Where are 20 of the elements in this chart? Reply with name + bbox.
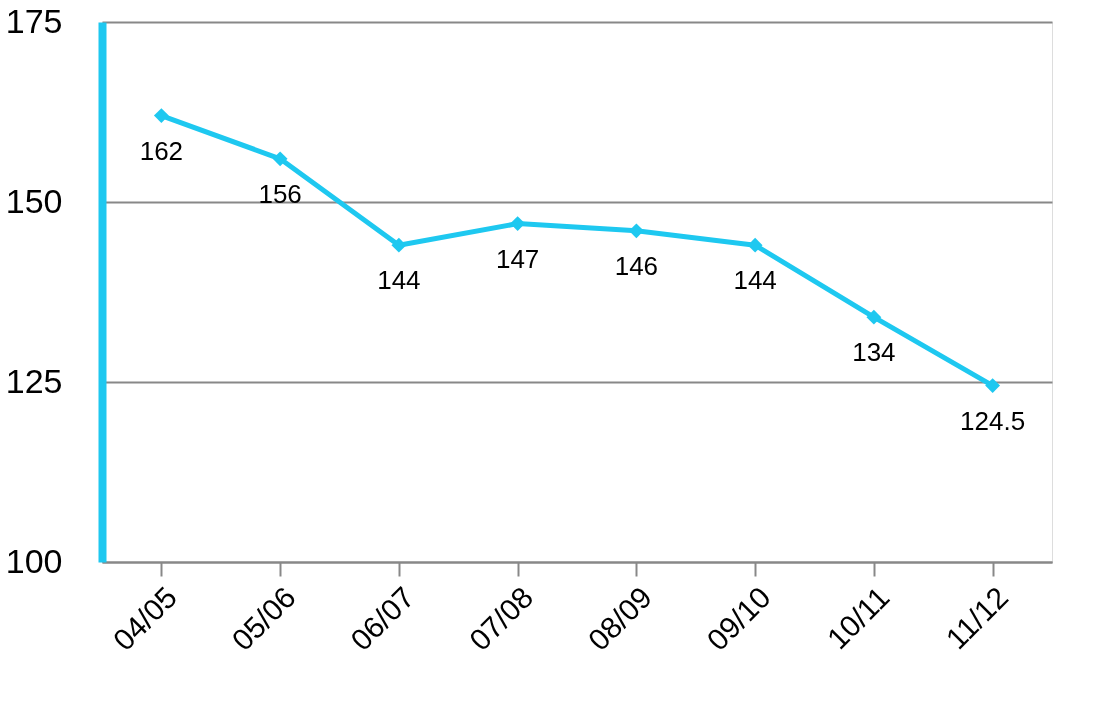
point (985, 378, 1001, 394)
point (866, 309, 882, 325)
data-label: 144 (733, 265, 777, 296)
point (391, 237, 407, 253)
data-label: 146 (614, 250, 659, 281)
y-tick-label: 100 (5, 541, 63, 580)
point (628, 223, 644, 239)
y-tick-label: 125 (5, 361, 63, 400)
point (510, 216, 526, 232)
y-tick-label: 175 (5, 1, 63, 40)
data-label: 156 (258, 178, 302, 209)
point (747, 237, 763, 253)
point (153, 108, 169, 124)
data-label: 162 (139, 135, 184, 166)
point (272, 151, 288, 167)
data-label: 124.5 (960, 405, 1026, 436)
data-label: 134 (852, 337, 896, 368)
data-label: 147 (495, 243, 540, 274)
data-label: 144 (377, 265, 421, 296)
y-tick-label: 150 (5, 181, 63, 220)
